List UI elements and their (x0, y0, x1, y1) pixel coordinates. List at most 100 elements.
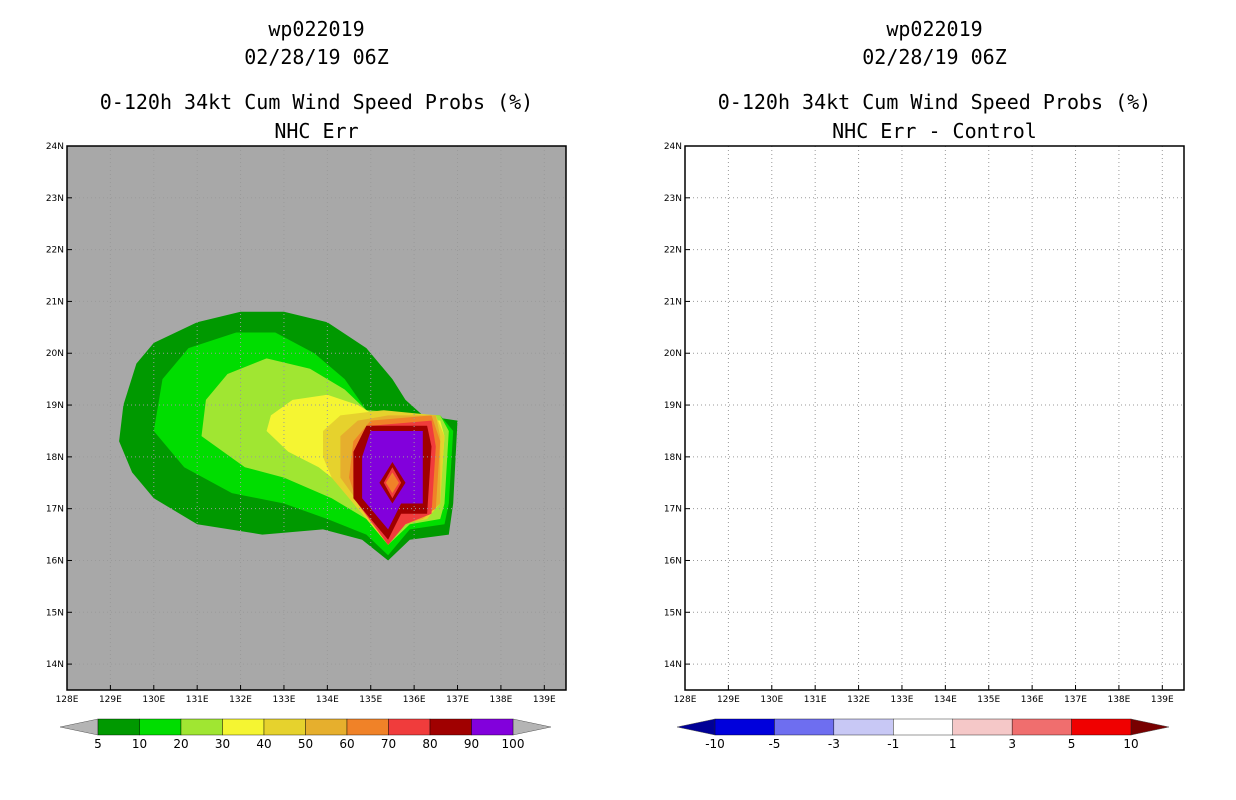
colorbar-label: -1 (887, 737, 899, 751)
left-title-product: 0-120h 34kt Cum Wind Speed Probs (%) (99, 90, 534, 114)
lon-tick-label: 135E (359, 695, 382, 705)
lat-tick-label: 16N (664, 556, 682, 566)
right-lon-labels: 128E 129E 130E 131E 132E 133E 134E 135E 136E 137E… (674, 695, 1174, 705)
colorbar-label: 90 (464, 737, 479, 751)
lat-tick-label: 18N (46, 453, 64, 463)
lon-tick-label: 131E (186, 695, 209, 705)
colorbar-swatch (305, 718, 348, 736)
lat-tick-label: 14N (46, 660, 64, 670)
left-title-storm: wp022019 (268, 17, 365, 41)
left-colorbar: 5 10 20 30 40 50 60 70 80 90 100 (59, 718, 552, 751)
lon-tick-label: 136E (1021, 695, 1044, 705)
lat-tick-label: 20N (664, 349, 682, 359)
lat-tick-label: 19N (46, 401, 64, 411)
lon-tick-label: 129E (717, 695, 740, 705)
colorbar-label: 10 (132, 737, 147, 751)
right-map-frame (684, 145, 1185, 691)
lat-tick-label: 15N (664, 608, 682, 618)
colorbar-label: 10 (1123, 737, 1138, 751)
lon-tick-label: 135E (977, 695, 1000, 705)
colorbar-swatch (833, 718, 894, 736)
colorbar-swatch (346, 718, 389, 736)
left-map-grid (66, 145, 566, 690)
colorbar-swatch (1011, 718, 1072, 736)
left-lon-labels: 128E 129E 130E 131E 132E 133E 134E 135E 136E 137E… (56, 695, 556, 705)
lat-tick-label: 21N (664, 297, 682, 307)
colorbar-label: -3 (828, 737, 840, 751)
lat-tick-label: 14N (664, 660, 682, 670)
lat-tick-label: 24N (46, 142, 64, 152)
lon-tick-label: 128E (56, 695, 79, 705)
lon-tick-label: 129E (99, 695, 122, 705)
left-title-time: 02/28/19 06Z (244, 45, 389, 69)
right-title-product: 0-120h 34kt Cum Wind Speed Probs (%) (717, 90, 1152, 114)
colorbar-swatch (429, 718, 472, 736)
lon-tick-label: 139E (1151, 695, 1174, 705)
lon-tick-label: 138E (489, 695, 512, 705)
colorbar-swatch (1071, 718, 1132, 736)
colorbar-label: 80 (422, 737, 437, 751)
colorbar-swatch (263, 718, 306, 736)
colorbar-label: 40 (256, 737, 271, 751)
right-colorbar: -10 -5 -3 -1 1 3 5 10 (676, 718, 1170, 751)
lon-tick-label: 133E (891, 695, 914, 705)
lon-tick-label: 128E (674, 695, 697, 705)
lon-tick-label: 137E (446, 695, 469, 705)
left-lat-labels: 24N 23N 22N 21N 20N 19N 18N 17N 16N 15N 14N (46, 142, 64, 670)
left-map: 24N 23N 22N 21N 20N 19N 18N 17N 16N 15N 14N 128E 12… (46, 142, 567, 705)
colorbar-label: 5 (94, 737, 102, 751)
right-lat-labels: 24N 23N 22N 21N 20N 19N 18N 17N 16N 15N 14N (664, 142, 682, 670)
lat-tick-label: 15N (46, 608, 64, 618)
right-map-grid (684, 145, 1184, 690)
colorbar-swatch (222, 718, 265, 736)
probability-contour-60 (385, 472, 399, 494)
lat-tick-label: 21N (46, 297, 64, 307)
colorbar-label: 60 (339, 737, 354, 751)
lat-tick-label: 18N (664, 453, 682, 463)
lon-tick-label: 137E (1064, 695, 1087, 705)
colorbar-swatch (714, 718, 775, 736)
lon-tick-label: 139E (533, 695, 556, 705)
lat-tick-label: 22N (46, 246, 64, 256)
lat-tick-label: 24N (664, 142, 682, 152)
left-map-frame (66, 145, 567, 691)
lon-tick-label: 136E (403, 695, 426, 705)
colorbar-label: 20 (173, 737, 188, 751)
colorbar-low-end (676, 718, 716, 736)
colorbar-swatch (139, 718, 182, 736)
lon-tick-label: 130E (760, 695, 783, 705)
colorbar-label: 50 (298, 737, 313, 751)
lat-tick-label: 23N (664, 194, 682, 204)
lon-tick-label: 134E (316, 695, 339, 705)
colorbar-label: 70 (381, 737, 396, 751)
colorbar-label: 30 (215, 737, 230, 751)
right-title-storm: wp022019 (886, 17, 983, 41)
right-map-background (685, 146, 1184, 690)
lat-tick-label: 20N (46, 349, 64, 359)
lon-tick-label: 133E (273, 695, 296, 705)
left-title-sub: NHC Err (274, 119, 359, 143)
lon-tick-label: 132E (229, 695, 252, 705)
lat-tick-label: 16N (46, 556, 64, 566)
colorbar-label: 3 (1008, 737, 1016, 751)
colorbar-swatch (471, 718, 514, 736)
colorbar-swatch (774, 718, 835, 736)
colorbar-label: -5 (768, 737, 780, 751)
colorbar-high-end (512, 718, 552, 736)
colorbar-swatch (388, 718, 431, 736)
colorbar-low-end (59, 718, 99, 736)
lat-tick-label: 23N (46, 194, 64, 204)
colorbar-label: 1 (949, 737, 957, 751)
lat-tick-label: 22N (664, 246, 682, 256)
lat-tick-label: 19N (664, 401, 682, 411)
lon-tick-label: 131E (804, 695, 827, 705)
colorbar-high-end (1130, 718, 1170, 736)
right-title-sub: NHC Err - Control (832, 119, 1037, 143)
colorbar-label: 100 (502, 737, 525, 751)
colorbar-swatch (952, 718, 1013, 736)
lon-tick-label: 132E (847, 695, 870, 705)
right-title-time: 02/28/19 06Z (862, 45, 1007, 69)
lat-tick-label: 17N (46, 505, 64, 515)
